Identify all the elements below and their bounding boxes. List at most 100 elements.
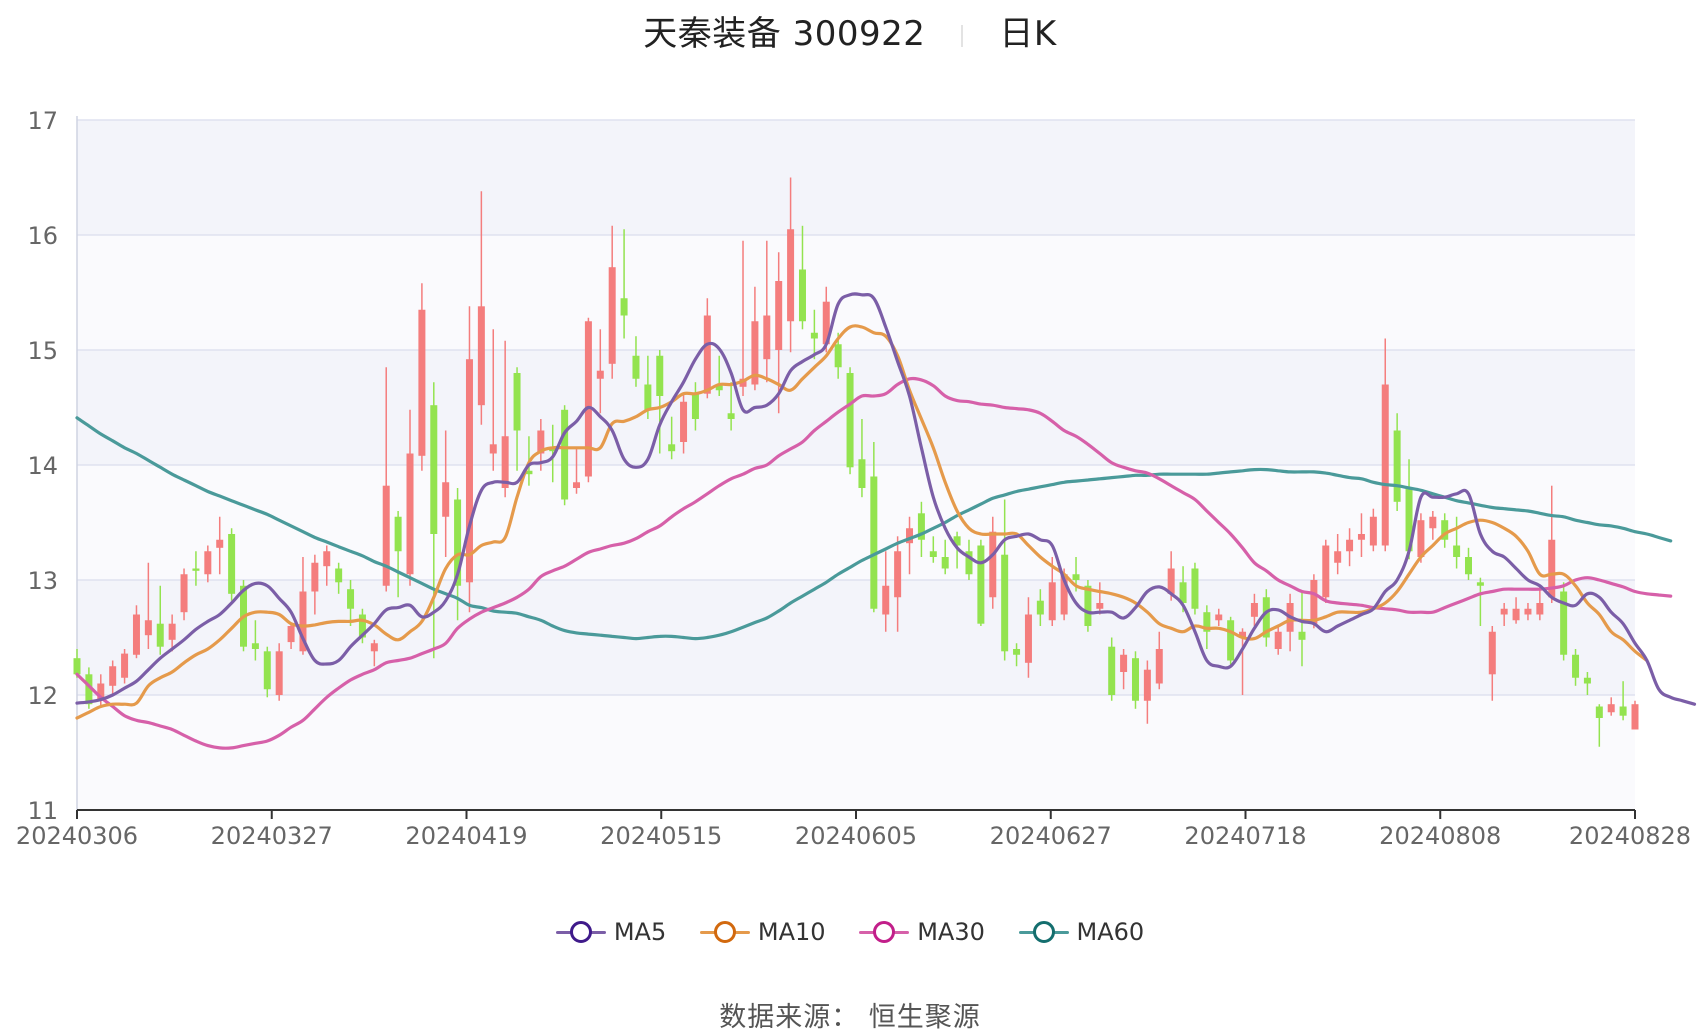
candle-body bbox=[180, 574, 188, 613]
x-tick-label: 20240718 bbox=[1184, 822, 1306, 850]
candle-body bbox=[751, 321, 759, 385]
candle-body bbox=[1060, 574, 1068, 615]
candle-body bbox=[192, 568, 200, 571]
candle-body bbox=[1167, 568, 1175, 594]
candle-body bbox=[299, 591, 307, 652]
candle-body bbox=[573, 482, 581, 488]
candle-body bbox=[941, 557, 949, 569]
y-tick-label: 13 bbox=[27, 567, 58, 595]
candle-body bbox=[1096, 603, 1104, 609]
candle-body bbox=[501, 436, 509, 488]
legend-marker-ma30 bbox=[859, 920, 910, 944]
candle-body bbox=[263, 651, 271, 690]
candle-body bbox=[953, 536, 961, 546]
candle-body bbox=[906, 528, 914, 544]
candle-body bbox=[965, 551, 973, 575]
legend-label-ma10: MA10 bbox=[757, 918, 826, 946]
legend-item-ma60[interactable]: MA60 bbox=[1018, 918, 1144, 946]
candle-body bbox=[1417, 520, 1425, 557]
candle-body bbox=[1572, 654, 1580, 678]
candle-body bbox=[1048, 582, 1056, 621]
candle-body bbox=[1322, 545, 1330, 598]
candle-body bbox=[882, 585, 890, 615]
x-tick-label: 20240808 bbox=[1379, 822, 1501, 850]
candle-body bbox=[1393, 430, 1401, 502]
candle-body bbox=[715, 384, 723, 391]
candle-body bbox=[1001, 554, 1009, 652]
title-separator bbox=[961, 24, 964, 47]
candle-body bbox=[1036, 600, 1044, 615]
candle-body bbox=[489, 444, 497, 454]
candle-body bbox=[1500, 608, 1508, 615]
y-tick-label: 11 bbox=[27, 797, 58, 825]
candle-body bbox=[537, 430, 545, 454]
candle-body bbox=[477, 306, 485, 406]
candle-body bbox=[1476, 582, 1484, 586]
y-tick-label: 12 bbox=[27, 682, 58, 710]
plot-band bbox=[77, 350, 1635, 465]
candle-body bbox=[465, 359, 473, 583]
candle-body bbox=[144, 620, 152, 636]
candle-body bbox=[620, 298, 628, 316]
candle-body bbox=[1250, 603, 1258, 617]
candle-body bbox=[370, 643, 378, 652]
candle-body bbox=[1143, 669, 1151, 701]
candle-body bbox=[1203, 612, 1211, 632]
candle-body bbox=[822, 301, 830, 345]
legend-item-ma30[interactable]: MA30 bbox=[859, 918, 985, 946]
candle-body bbox=[1560, 591, 1568, 655]
candle-body bbox=[1512, 608, 1520, 621]
legend-marker-ma60 bbox=[1018, 920, 1069, 944]
candle-body bbox=[216, 539, 224, 548]
ma-line-ma5 bbox=[75, 292, 1697, 706]
plot-band bbox=[77, 120, 1635, 235]
ma-line-ma60 bbox=[75, 416, 1673, 641]
candle-body bbox=[525, 470, 533, 475]
candle-body bbox=[228, 534, 236, 594]
candle-body bbox=[1227, 620, 1235, 661]
candle-body bbox=[1453, 545, 1461, 557]
candle-body bbox=[1595, 706, 1603, 718]
candle-body bbox=[1464, 557, 1472, 575]
candle-body bbox=[1536, 603, 1544, 615]
legend-label-ma5: MA5 bbox=[613, 918, 667, 946]
candle-body bbox=[846, 373, 854, 468]
candle-body bbox=[775, 281, 783, 350]
x-tick-label: 20240828 bbox=[1569, 822, 1691, 850]
candle-body bbox=[739, 378, 747, 387]
candle-body bbox=[691, 393, 699, 419]
candle-body bbox=[1429, 516, 1437, 529]
candle-body bbox=[442, 482, 450, 517]
candle-body bbox=[1072, 574, 1080, 580]
candle-body bbox=[382, 485, 390, 586]
candle-body bbox=[1024, 614, 1032, 663]
candle-body bbox=[870, 476, 878, 609]
candle-body bbox=[894, 551, 902, 598]
y-tick-label: 16 bbox=[27, 222, 58, 250]
candle-body bbox=[1274, 631, 1282, 649]
legend-label-ma30: MA30 bbox=[917, 918, 985, 946]
y-tick-label: 15 bbox=[27, 337, 58, 365]
candle-body bbox=[1441, 520, 1449, 540]
candle-body bbox=[1131, 658, 1139, 701]
candle-body bbox=[132, 614, 140, 655]
x-tick-label: 20240419 bbox=[405, 822, 527, 850]
candle-body bbox=[430, 405, 438, 534]
plot-band bbox=[77, 695, 1635, 810]
candle-body bbox=[1488, 631, 1496, 675]
candle-body bbox=[156, 623, 164, 647]
candle-body bbox=[668, 444, 676, 452]
legend-item-ma10[interactable]: MA10 bbox=[699, 918, 826, 946]
candle-body bbox=[73, 658, 81, 675]
legend-item-ma5[interactable]: MA5 bbox=[555, 918, 667, 946]
candle-body bbox=[584, 321, 592, 477]
candle-body bbox=[1334, 551, 1342, 563]
candle-body bbox=[1607, 704, 1615, 713]
candle-body bbox=[632, 355, 640, 379]
legend-marker-ma10 bbox=[699, 920, 750, 944]
candle-body bbox=[549, 447, 557, 452]
candle-body bbox=[644, 384, 652, 410]
candle-body bbox=[561, 409, 569, 500]
candle-body bbox=[703, 315, 711, 394]
legend-marker-ma5 bbox=[555, 920, 606, 944]
